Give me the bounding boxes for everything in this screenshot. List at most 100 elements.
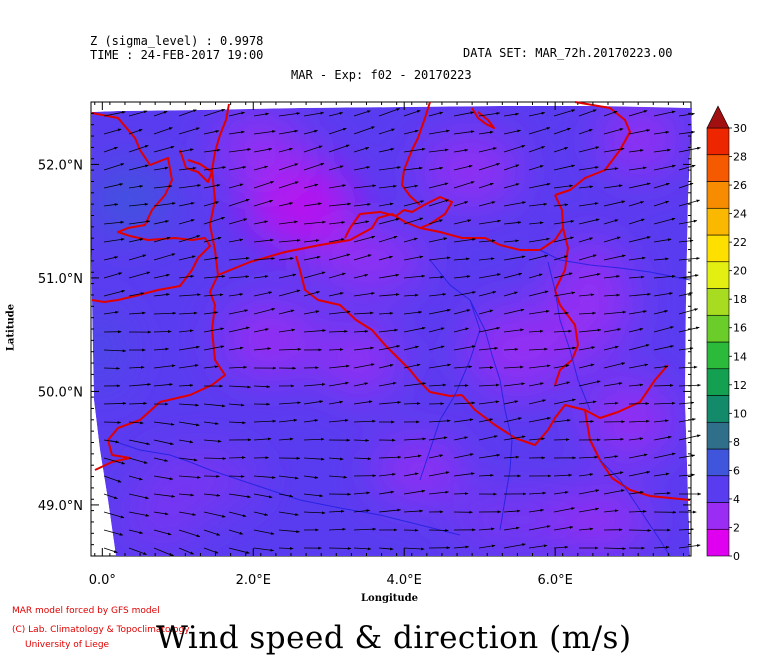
wind-arrow	[128, 511, 150, 517]
colorbar-segment	[706, 502, 730, 530]
wind-arrow	[178, 383, 194, 387]
wind-arrow	[453, 401, 476, 405]
wind-arrow	[603, 328, 622, 333]
wind-arrow	[353, 184, 377, 189]
wind-arrow	[553, 272, 573, 279]
wind-arrow	[653, 545, 670, 549]
wind-arrow	[478, 544, 496, 549]
wind-arrow	[178, 547, 195, 555]
wind-arrow	[253, 130, 276, 135]
wind-arrow	[178, 457, 198, 462]
colorbar-label: 12	[733, 379, 747, 392]
wind-arrow	[328, 292, 344, 297]
colorbar-segment	[706, 421, 730, 450]
wind-arrow	[328, 253, 351, 261]
wind-arrow	[603, 254, 626, 261]
plot-title: MAR - Exp: f02 - 20170223	[291, 68, 472, 82]
wind-arrow	[653, 365, 669, 369]
wind-arrow	[603, 401, 619, 405]
wind-arrow	[203, 184, 221, 189]
x-tick-label: 6.0°E	[537, 573, 572, 588]
wind-arrow	[403, 437, 427, 441]
credit-lab: (C) Lab. Climatology & Topoclimatology	[12, 625, 190, 635]
wind-arrow	[628, 218, 645, 225]
wind-arrow	[603, 471, 624, 477]
wind-arrow	[428, 490, 449, 495]
wind-arrow	[453, 365, 473, 369]
wind-arrow	[478, 383, 500, 387]
coastline-borders	[91, 101, 691, 501]
wind-arrow	[603, 437, 624, 441]
wind-arrow	[478, 400, 500, 405]
wind-arrow	[478, 453, 501, 459]
wind-arrow	[153, 547, 175, 557]
wind-arrow	[428, 237, 448, 243]
wind-arrow	[378, 490, 395, 495]
wind-arrow	[353, 273, 369, 279]
wind-arrow	[253, 437, 272, 441]
y-tick-labels: 49.0°N 50.0°N 51.0°N 52.0°N	[38, 158, 83, 514]
wind-arrow	[303, 271, 326, 279]
wind-arrow	[678, 130, 696, 135]
wind-arrow	[403, 184, 419, 189]
wind-arrow	[278, 309, 295, 315]
wind-arrow	[253, 257, 275, 261]
wind-arrow	[528, 347, 548, 351]
wind-arrow	[328, 348, 344, 351]
wind-arrow	[228, 547, 250, 554]
colorbar-label: 2	[733, 521, 740, 534]
wind-arrow	[453, 453, 474, 459]
wind-arrow	[328, 111, 344, 117]
time-label: TIME : 24-FEB-2017 19:00	[90, 48, 264, 62]
wind-arrow	[103, 349, 127, 353]
wind-arrow	[453, 219, 472, 225]
wind-arrow	[128, 401, 148, 405]
wind-arrow	[178, 293, 201, 297]
x-axis-label: Longitude	[361, 593, 419, 604]
border-fr-be	[295, 255, 463, 397]
wind-arrow	[503, 417, 522, 423]
wind-arrow	[328, 329, 348, 333]
wind-arrow	[503, 509, 521, 513]
colorbar-label: 0	[733, 550, 740, 563]
wind-arrow	[303, 400, 324, 405]
wind-arrow	[278, 511, 299, 516]
wind-arrow	[328, 381, 349, 387]
wind-arrow	[128, 529, 144, 534]
y-tick-label: 49.0°N	[38, 499, 83, 514]
wind-arrow	[253, 475, 276, 479]
wind-arrow	[528, 127, 551, 135]
wind-arrow	[153, 111, 168, 117]
wind-arrow	[228, 421, 246, 425]
wind-arrow	[153, 511, 169, 516]
wind-arrow	[153, 475, 174, 481]
wind-arrow	[528, 111, 546, 117]
wind-arrow	[278, 328, 296, 333]
wind-arrow	[128, 365, 145, 369]
border-fr-de-rhine	[584, 409, 691, 501]
wind-arrow	[653, 257, 669, 261]
wind-arrow	[403, 255, 424, 261]
wind-arrow	[628, 166, 647, 171]
wind-arrow	[678, 347, 694, 351]
wind-arrow	[578, 527, 594, 531]
wind-arrow	[328, 527, 346, 531]
wind-arrow	[328, 310, 351, 315]
wind-arrow	[253, 181, 275, 189]
wind-arrow	[628, 310, 647, 315]
wind-arrow	[478, 418, 494, 423]
wind-arrow	[328, 400, 344, 405]
wind-arrow	[353, 491, 371, 495]
wind-arrow	[353, 166, 371, 171]
wind-arrow	[103, 290, 126, 297]
colorbar-label: 10	[733, 407, 747, 420]
wind-arrow	[503, 255, 526, 261]
wind-arrow	[178, 529, 201, 537]
wind-arrow	[228, 256, 250, 261]
wind-arrow	[103, 420, 122, 424]
wind-arrow	[403, 489, 426, 495]
wind-arrow	[128, 110, 148, 117]
wind-arrow	[153, 493, 176, 498]
wind-arrow	[528, 273, 543, 279]
wind-arrow	[478, 473, 494, 477]
